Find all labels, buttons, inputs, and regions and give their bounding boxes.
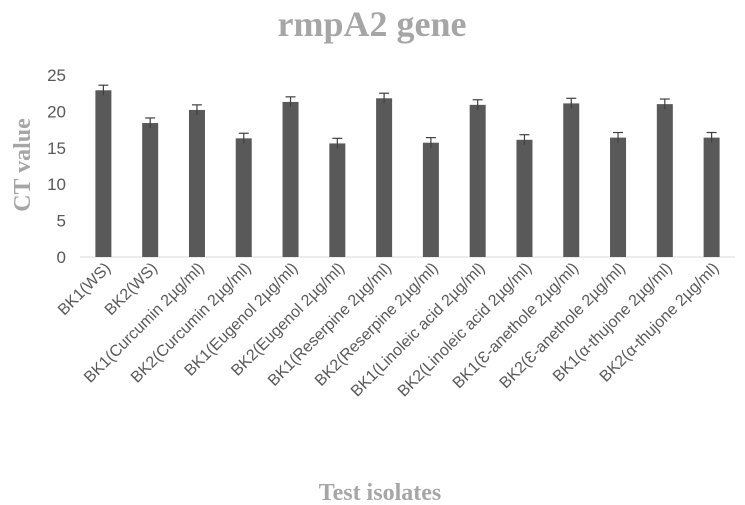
bar xyxy=(516,139,533,257)
y-tick-label: 15 xyxy=(47,139,66,158)
bar xyxy=(235,138,252,257)
bar xyxy=(142,123,159,257)
bar xyxy=(95,90,112,258)
chart-title: rmpA2 gene xyxy=(278,4,467,44)
bar xyxy=(282,101,299,257)
bar xyxy=(656,104,673,258)
bar xyxy=(376,98,393,258)
bar xyxy=(610,137,627,257)
bar xyxy=(469,104,486,258)
y-tick-label: 20 xyxy=(47,102,66,121)
bar xyxy=(188,109,205,257)
y-axis-label: CT value xyxy=(10,118,36,212)
y-tick-label: 25 xyxy=(47,66,66,85)
bar xyxy=(422,142,439,257)
bar xyxy=(563,103,580,257)
y-tick-label: 0 xyxy=(57,248,66,267)
bar xyxy=(329,143,346,257)
bar xyxy=(703,137,720,257)
x-axis-label: Test isolates xyxy=(319,480,441,505)
y-tick-label: 5 xyxy=(57,212,66,231)
y-tick-label: 10 xyxy=(47,175,66,194)
